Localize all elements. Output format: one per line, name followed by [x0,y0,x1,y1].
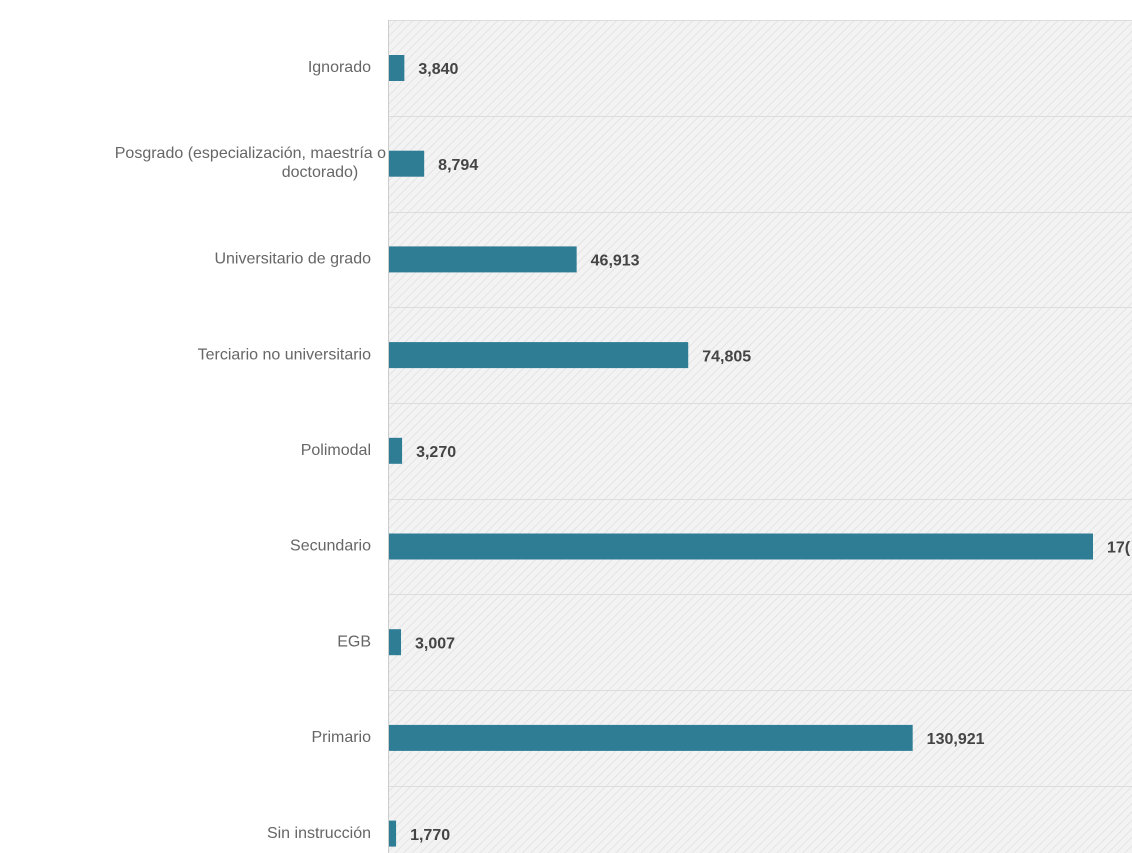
plot-background [388,20,1132,853]
data-label: 1,770 [410,827,450,844]
grid-layer [389,20,1132,787]
category-label: Posgrado (especialización, maestría o doc… [115,145,386,181]
bar-7 [389,724,913,751]
data-label: 3,007 [415,635,455,652]
data-label: 3,270 [416,444,456,461]
bar-4 [389,437,403,464]
category-label: Primario [311,729,371,746]
bar-0 [389,55,405,81]
data-label: 130,921 [927,731,985,748]
category-label-line: Posgrado (especialización, maestría o [115,145,386,162]
bars-layer [389,55,1093,847]
bar-1 [389,150,425,177]
category-label: EGB [337,633,371,650]
data-label: 3,840 [418,61,458,78]
category-label: Terciario no universitario [198,346,372,363]
bar-5 [389,533,1093,560]
bar-8 [389,820,397,847]
category-label-line: doctorado) [282,164,359,181]
data-label: 46,913 [591,253,640,270]
category-label: Sin instrucción [267,825,371,842]
bar-3 [389,342,689,369]
category-label: Universitario de grado [214,251,371,268]
category-labels: Ignorado Posgrado (especialización, maest… [115,59,386,842]
bar-2 [389,246,577,273]
data-label: 74,805 [702,348,751,365]
category-label: Ignorado [308,59,371,76]
value-labels: 3,840 8,794 46,913 74,805 3,270 17( 3,007 130,9… [410,61,1131,844]
category-label: Polimodal [301,442,371,459]
data-label: 8,794 [438,157,478,174]
bar-6 [389,629,402,656]
category-label: Secundario [290,538,371,555]
data-label: 17( [1107,540,1131,557]
